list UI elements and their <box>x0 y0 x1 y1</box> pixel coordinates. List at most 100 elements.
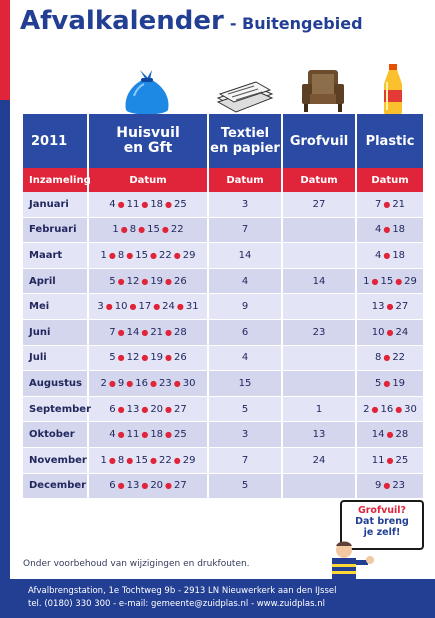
textiel-date-cell: 5 <box>209 473 283 500</box>
huisvuil-dates-cell: 7 ● 14 ● 21 ● 28 <box>89 319 209 346</box>
column-header-plastic: Plastic <box>357 114 423 168</box>
table-body: Januari 4 ● 11 ● 18 ● 25 3 27 7 ● 21 Februari 1 ● 8 ● 15 ● 2… <box>23 192 423 500</box>
left-band-red-segment <box>0 0 10 100</box>
table-row: Mei 3 ● 10 ● 17 ● 24 ● 31 9 13 ● 27 <box>23 294 423 320</box>
column-header-grofvuil: Grofvuil <box>283 114 357 168</box>
page-title: Afvalkalender - Buitengebied <box>20 6 363 36</box>
textiel-date-cell: 7 <box>209 447 283 474</box>
month-cell: Februari <box>23 217 89 244</box>
plastic-dates-cell: 4 ● 18 <box>357 243 423 269</box>
subheader-datum: Datum <box>283 168 357 192</box>
grofvuil-date-cell: 1 <box>283 396 357 423</box>
month-cell: Januari <box>23 192 89 218</box>
table-row: September 6 ● 13 ● 20 ● 27 5 1 2 ● 16 ● 30 <box>23 396 423 423</box>
footer-address: Afvalbrengstation, 1e Tochtweg 9b - 2913… <box>28 586 337 596</box>
subheader-datum: Datum <box>89 168 209 192</box>
plastic-dates-cell: 2 ● 16 ● 30 <box>357 396 423 423</box>
footer-contact: Afvalbrengstation, 1e Tochtweg 9b - 2913… <box>10 579 435 618</box>
table-row: November 1 ● 8 ● 15 ● 22 ● 29 7 24 11 ● 25 <box>23 447 423 474</box>
speech-line-1: Grofvuil? <box>357 505 407 516</box>
huisvuil-dates-cell: 4 ● 11 ● 18 ● 25 <box>89 422 209 448</box>
textiel-date-cell: 4 <box>209 268 283 295</box>
table-row: Maart 1 ● 8 ● 15 ● 22 ● 29 14 4 ● 18 <box>23 243 423 269</box>
plastic-dates-cell: 13 ● 27 <box>357 294 423 320</box>
huisvuil-dates-cell: 1 ● 8 ● 15 ● 22 ● 29 <box>89 243 209 269</box>
table-row: December 6 ● 13 ● 20 ● 27 5 9 ● 23 <box>23 473 423 500</box>
month-cell: Maart <box>23 243 89 269</box>
table-row: Juni 7 ● 14 ● 21 ● 28 6 23 10 ● 24 <box>23 319 423 346</box>
month-cell: Augustus <box>23 371 89 397</box>
textiel-date-cell: 3 <box>209 422 283 448</box>
huisvuil-dates-cell: 3 ● 10 ● 17 ● 24 ● 31 <box>89 294 209 320</box>
grofvuil-date-cell: 24 <box>283 447 357 474</box>
huisvuil-dates-cell: 6 ● 13 ● 20 ● 27 <box>89 473 209 500</box>
subheader-inzameling: Inzameling <box>23 168 91 192</box>
plastic-bottle-icon <box>384 64 402 115</box>
column-header-huisvuil: Huisvuil en Gft <box>89 114 209 168</box>
grofvuil-date-cell: 23 <box>283 319 357 346</box>
worker-mascot-icon <box>332 541 374 579</box>
table-row: April 5 ● 12 ● 19 ● 26 4 14 1 ● 15 ● 29 <box>23 268 423 295</box>
huisvuil-dates-cell: 1 ● 8 ● 15 ● 22 ● 29 <box>89 447 209 474</box>
textiel-date-cell: 9 <box>209 294 283 320</box>
grofvuil-date-cell <box>283 294 357 320</box>
plastic-dates-cell: 7 ● 21 <box>357 192 423 218</box>
textiel-date-cell: 15 <box>209 371 283 397</box>
year-header: 2011 <box>23 114 89 168</box>
month-cell: December <box>23 473 89 500</box>
plastic-dates-cell: 14 ● 28 <box>357 422 423 448</box>
grofvuil-date-cell <box>283 217 357 244</box>
title-sub: - Buitengebied <box>229 14 363 33</box>
table-header-row: 2011 Huisvuil en Gft Textiel en papier Gro… <box>23 114 423 168</box>
newspaper-icon <box>216 81 274 113</box>
textiel-date-cell: 14 <box>209 243 283 269</box>
grofvuil-date-cell <box>283 473 357 500</box>
table-subheader-row: Inzameling Datum Datum Datum Datum <box>23 168 423 192</box>
plastic-dates-cell: 8 ● 22 <box>357 345 423 372</box>
trash-bag-icon <box>125 70 169 115</box>
speech-line-2: Dat breng <box>355 516 409 527</box>
month-cell: November <box>23 447 89 474</box>
textiel-date-cell: 4 <box>209 345 283 372</box>
grofvuil-date-cell <box>283 243 357 269</box>
plastic-dates-cell: 4 ● 18 <box>357 217 423 244</box>
speech-bubble: Grofvuil? Dat breng je zelf! <box>340 500 424 550</box>
huisvuil-dates-cell: 6 ● 13 ● 20 ● 27 <box>89 396 209 423</box>
month-cell: Juni <box>23 319 89 346</box>
grofvuil-date-cell <box>283 371 357 397</box>
grofvuil-date-cell <box>283 345 357 372</box>
month-cell: Juli <box>23 345 89 372</box>
month-cell: Mei <box>23 294 89 320</box>
subheader-datum: Datum <box>209 168 283 192</box>
month-cell: Oktober <box>23 422 89 448</box>
column-header-textiel: Textiel en papier <box>209 114 283 168</box>
plastic-dates-cell: 5 ● 19 <box>357 371 423 397</box>
disclaimer-text: Onder voorbehoud van wijzigingen en druk… <box>23 559 250 569</box>
table-row: Januari 4 ● 11 ● 18 ● 25 3 27 7 ● 21 <box>23 192 423 218</box>
table-row: Oktober 4 ● 11 ● 18 ● 25 3 13 14 ● 28 <box>23 422 423 448</box>
textiel-date-cell: 3 <box>209 192 283 218</box>
huisvuil-dates-cell: 5 ● 12 ● 19 ● 26 <box>89 268 209 295</box>
plastic-dates-cell: 11 ● 25 <box>357 447 423 474</box>
huisvuil-dates-cell: 5 ● 12 ● 19 ● 26 <box>89 345 209 372</box>
waste-calendar-table: 2011 Huisvuil en Gft Textiel en papier Gro… <box>23 114 423 500</box>
month-cell: September <box>23 396 91 423</box>
huisvuil-dates-cell: 1 ● 8 ● 15 ● 22 <box>89 217 209 244</box>
textiel-date-cell: 7 <box>209 217 283 244</box>
footer-contact-line: tel. (0180) 330 300 - e-mail: gemeente@z… <box>28 599 325 609</box>
title-main: Afvalkalender <box>20 6 224 36</box>
plastic-dates-cell: 9 ● 23 <box>357 473 423 500</box>
armchair-icon <box>302 70 344 112</box>
speech-line-3: je zelf! <box>363 527 401 538</box>
textiel-date-cell: 6 <box>209 319 283 346</box>
month-cell: April <box>23 268 89 295</box>
table-row: Juli 5 ● 12 ● 19 ● 26 4 8 ● 22 <box>23 345 423 372</box>
table-row: Augustus 2 ● 9 ● 16 ● 23 ● 30 15 5 ● 19 <box>23 371 423 397</box>
huisvuil-dates-cell: 4 ● 11 ● 18 ● 25 <box>89 192 209 218</box>
plastic-dates-cell: 10 ● 24 <box>357 319 423 346</box>
subheader-datum: Datum <box>357 168 423 192</box>
textiel-date-cell: 5 <box>209 396 283 423</box>
grofvuil-date-cell: 13 <box>283 422 357 448</box>
table-row: Februari 1 ● 8 ● 15 ● 22 7 4 ● 18 <box>23 217 423 244</box>
left-color-band <box>0 0 10 618</box>
